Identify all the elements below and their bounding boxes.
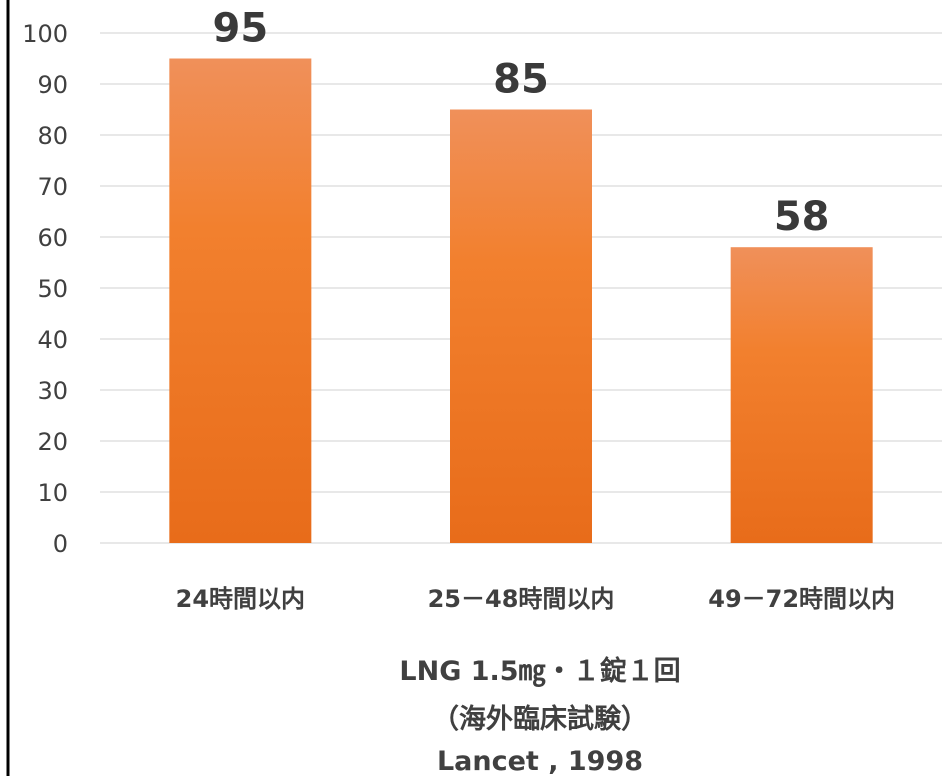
data-label: 95 (212, 6, 268, 52)
y-axis-ticks: 0 10 20 30 40 50 60 70 80 90 100 (22, 20, 68, 558)
data-labels: 95 85 58 (212, 6, 829, 241)
y-tick-label: 80 (37, 122, 68, 150)
y-tick-label: 60 (37, 224, 68, 252)
y-tick-label: 10 (37, 479, 68, 507)
x-tick-label: 25－48時間以内 (428, 585, 615, 613)
bars (169, 58, 873, 543)
x-tick-label: 49－72時間以内 (708, 585, 895, 613)
y-tick-label: 90 (37, 71, 68, 99)
footer-line-2: （海外臨床試験） (432, 703, 648, 735)
x-tick-label: 24時間以内 (176, 585, 305, 613)
y-tick-label: 70 (37, 173, 68, 201)
footer-text: LNG 1.5㎎・１錠１回 （海外臨床試験） Lancet , 1998 (399, 655, 680, 777)
y-tick-label: 0 (53, 530, 68, 558)
y-tick-label: 40 (37, 326, 68, 354)
y-tick-label: 30 (37, 377, 68, 405)
footer-line-3: Lancet , 1998 (437, 746, 643, 776)
data-label: 85 (493, 57, 549, 103)
footer-line-1: LNG 1.5㎎・１錠１回 (399, 655, 680, 688)
bar (169, 58, 312, 543)
y-tick-label: 100 (22, 20, 68, 48)
bar (450, 109, 592, 543)
bar (730, 247, 873, 543)
y-tick-label: 50 (37, 275, 68, 303)
data-label: 58 (774, 194, 830, 240)
y-tick-label: 20 (37, 428, 68, 456)
x-axis-ticks: 24時間以内 25－48時間以内 49－72時間以内 (176, 585, 895, 613)
